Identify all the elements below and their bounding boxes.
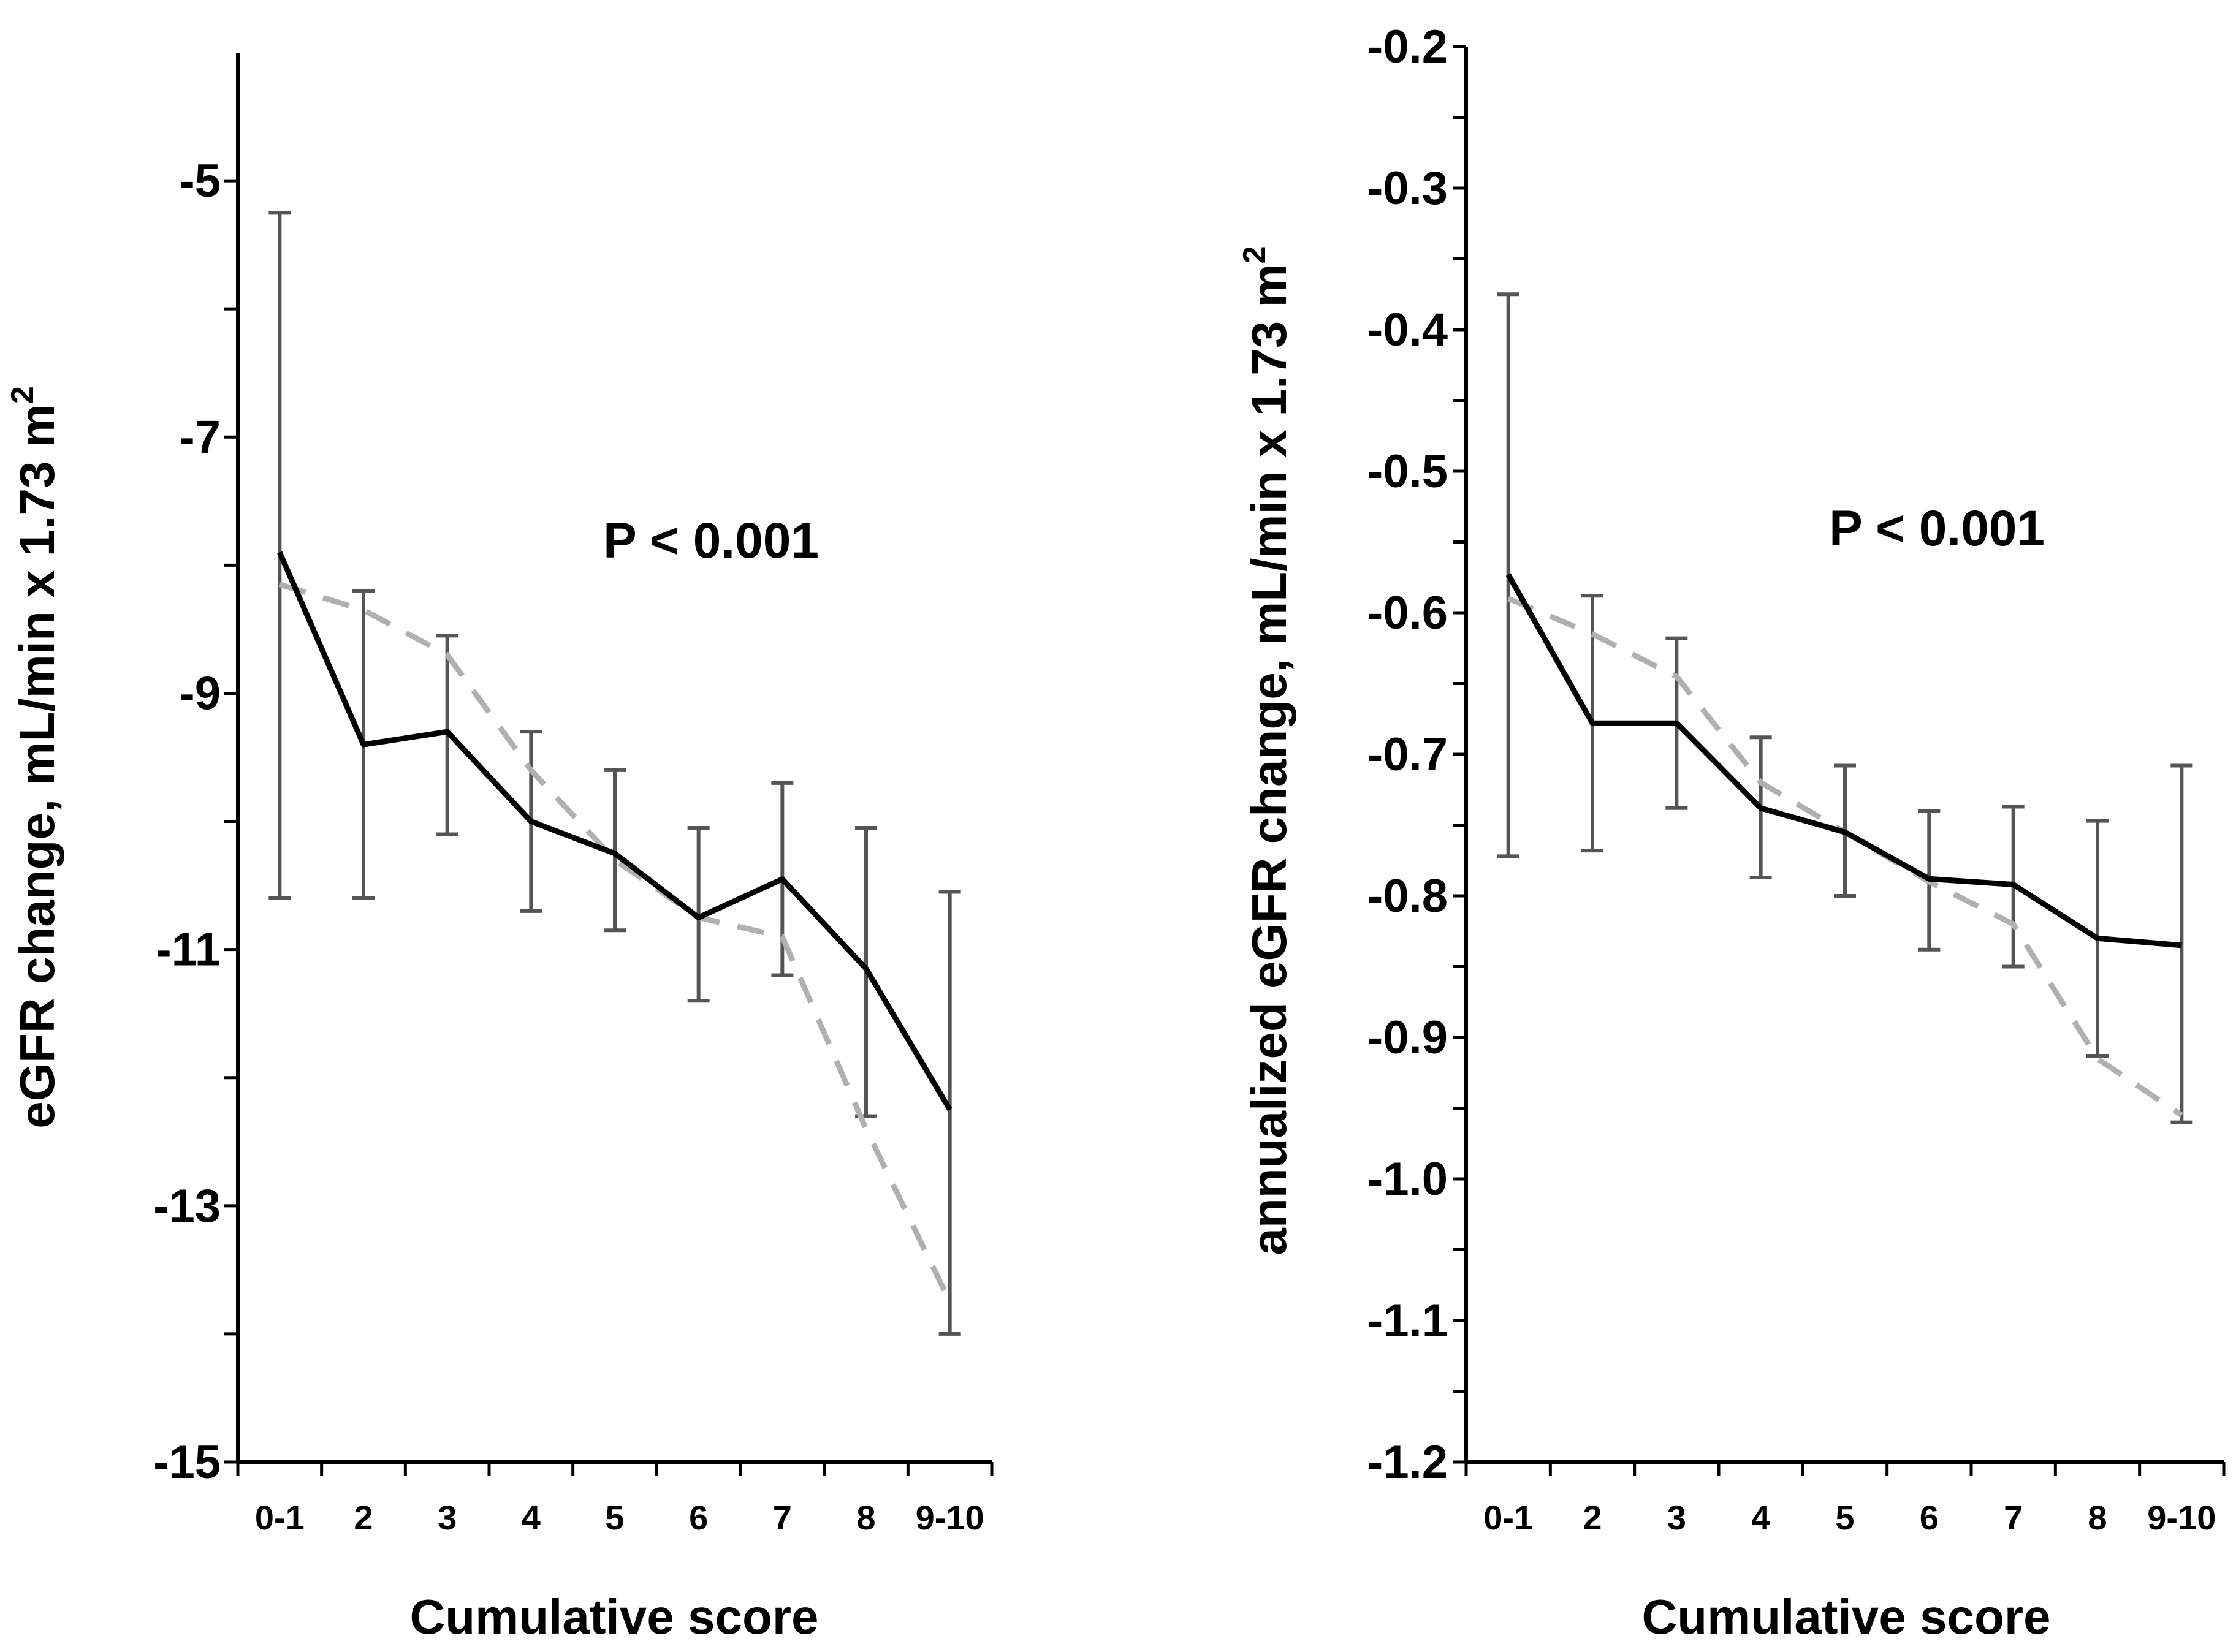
y-tick-label: -0.3: [1367, 162, 1448, 214]
chart-panel-right: -1.2 -1.1 -1.0 -0.9 -0.8 -0.7 -0.6 -0.5 -0.4 -0.3…: [1237, 21, 2226, 1644]
y-tick-label: -15: [153, 1436, 221, 1488]
x-tick-label: 8: [856, 1498, 875, 1537]
x-tick-label: 2: [1583, 1498, 1602, 1537]
x-axis-title: Cumulative score: [410, 1589, 819, 1644]
y-axis-title-text: eGFR change, mL/min x 1.73 m: [10, 404, 64, 1129]
y-tick-label: -5: [179, 155, 221, 207]
y-tick-label: -0.8: [1367, 870, 1448, 922]
x-tick-label: 8: [2088, 1498, 2107, 1537]
x-tick-label: 3: [1667, 1498, 1686, 1537]
x-tick-label: 5: [1835, 1498, 1854, 1537]
y-tick-label: -9: [179, 667, 221, 719]
y-tick-label: -0.6: [1367, 587, 1448, 639]
series-line-dashed: [278, 582, 953, 1303]
y-tick-label: -1.1: [1367, 1295, 1448, 1347]
y-tick-label: -1.2: [1367, 1436, 1448, 1488]
x-tick-label: 5: [605, 1498, 624, 1537]
series-line-solid: [277, 551, 953, 1112]
y-tick-label: -0.4: [1367, 304, 1448, 356]
x-axis-title: Cumulative score: [1642, 1589, 2051, 1644]
y-tick-label: -1.0: [1367, 1153, 1448, 1205]
y-axis-title: annualized eGFR change, mL/min x 1.73 m2: [1237, 246, 1296, 1255]
y-axis-title-superscript: 2: [5, 386, 40, 404]
y-tick-label: -13: [153, 1180, 221, 1232]
p-value-annotation: P < 0.001: [1829, 501, 2045, 556]
x-tick-label: 2: [354, 1498, 373, 1537]
y-axis-title: eGFR change, mL/min x 1.73 m2: [5, 386, 64, 1129]
y-axis-title-superscript: 2: [1237, 246, 1272, 263]
x-tick-label: 3: [438, 1498, 457, 1537]
y-tick-label: -0.2: [1367, 21, 1448, 73]
y-tick-label: -7: [179, 411, 221, 463]
x-tick-label: 0-1: [255, 1498, 305, 1537]
y-tick-label: -0.7: [1367, 729, 1448, 781]
x-tick-label: 7: [773, 1498, 792, 1537]
x-tick-label: 4: [1751, 1498, 1770, 1537]
x-tick-label: 6: [689, 1498, 708, 1537]
x-tick-label: 9-10: [916, 1498, 984, 1537]
chart-panel-left: -15 -13 -11 -9 -7 -5 0-1 2 3 4 5 6 7 8 9-10 P < 0.001 Cu…: [5, 53, 994, 1644]
x-tick-label: 9-10: [2147, 1498, 2216, 1537]
x-tick-label: 0-1: [1483, 1498, 1533, 1537]
x-tick-label: 4: [522, 1498, 541, 1537]
y-tick-label: -11: [156, 924, 221, 976]
y-tick-label: -0.9: [1367, 1012, 1448, 1064]
x-tick-label: 6: [1920, 1498, 1939, 1537]
y-tick-label: -0.5: [1367, 445, 1448, 498]
series-line-solid: [1505, 573, 2182, 949]
x-tick-label: 7: [2004, 1498, 2023, 1537]
p-value-annotation: P < 0.001: [603, 513, 819, 569]
y-axis-title-text: annualized eGFR change, mL/min x 1.73 m: [1242, 263, 1296, 1255]
